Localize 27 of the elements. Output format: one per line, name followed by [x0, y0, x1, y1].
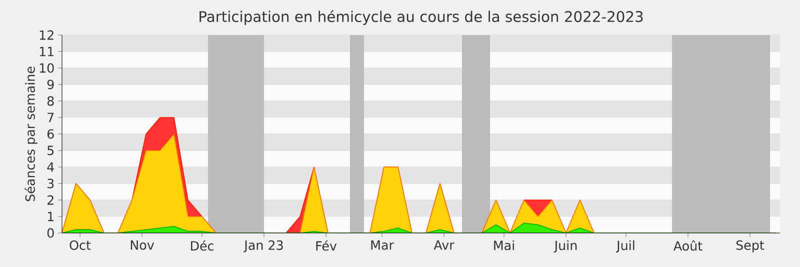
y-tick-label: 4: [47, 162, 54, 172]
chart-title: Participation en hémicycle au cours de la session 2022-2023: [200, 10, 643, 25]
x-tick-label: Juil: [616, 240, 634, 253]
y-axis-title: Séances par semaine: [24, 66, 38, 202]
y-tick-label: 11: [40, 46, 54, 56]
x-tick-label: Sept: [736, 240, 764, 252]
x-tick-label: Jan 23: [244, 240, 283, 252]
x-tick-label: Juin: [554, 240, 577, 253]
y-tick-label: 0: [47, 228, 54, 238]
x-tick-label: Fév: [316, 240, 337, 251]
x-tick-label: Oct: [70, 240, 91, 250]
y-tick-label: 2: [48, 195, 54, 205]
y-tick-label: 10: [40, 63, 54, 73]
y-tick-label: 12: [40, 30, 54, 40]
y-tick-label: 1: [48, 212, 54, 222]
y-tick-label: 3: [48, 178, 54, 188]
y-tick-label: 5: [48, 146, 54, 156]
y-tick-label: 8: [47, 96, 54, 106]
y-tick-label: 9: [47, 80, 54, 90]
y-tick-label: 6: [47, 129, 54, 139]
x-tick-label: Mar: [371, 240, 394, 250]
x-tick-label: Nov: [130, 240, 154, 250]
x-tick-label: Déc: [190, 240, 214, 251]
x-tick-label: Mai: [494, 240, 514, 250]
x-tick-label: Août: [674, 240, 702, 251]
y-tick-label: 7: [48, 112, 54, 122]
x-tick-label: Avr: [434, 240, 454, 250]
